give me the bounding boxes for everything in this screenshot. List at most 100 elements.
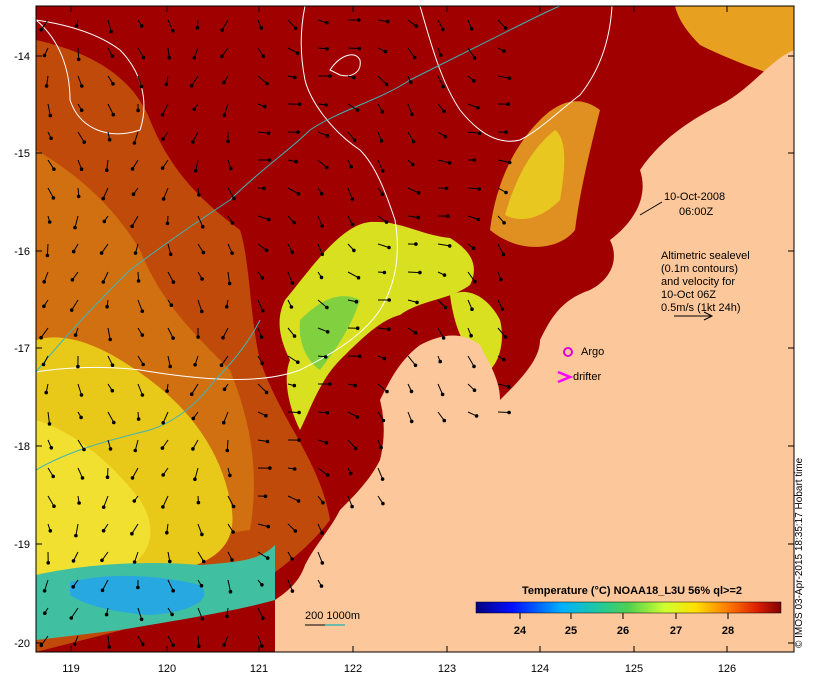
velocity-arrow-head xyxy=(379,445,383,450)
velocity-arrow xyxy=(377,75,387,85)
velocity-arrow-head xyxy=(111,112,116,117)
velocity-arrow-head xyxy=(221,420,226,425)
velocity-arrow-head xyxy=(167,55,172,60)
velocity-arrow-head xyxy=(385,389,389,394)
velocity-arrow xyxy=(107,103,114,115)
velocity-arrow-head xyxy=(418,270,422,275)
velocity-arrow-head xyxy=(414,24,419,28)
velocity-arrow xyxy=(47,103,51,116)
velocity-arrow-head xyxy=(161,197,166,201)
velocity-arrow xyxy=(407,355,416,366)
velocity-arrow xyxy=(257,299,264,312)
velocity-arrow xyxy=(347,439,357,449)
velocity-arrow xyxy=(162,411,169,424)
velocity-arrow xyxy=(287,495,299,502)
velocity-arrow xyxy=(221,355,229,366)
velocity-arrow-head xyxy=(443,134,448,139)
velocity-arrow-head xyxy=(409,389,414,394)
velocity-arrow xyxy=(107,635,110,648)
velocity-arrow-head xyxy=(476,105,480,110)
velocity-arrow-head xyxy=(292,220,296,225)
velocity-arrow-head xyxy=(161,473,165,477)
drifter-marker-icon xyxy=(557,370,574,384)
velocity-arrow-head xyxy=(231,504,236,509)
velocity-arrow-head xyxy=(102,219,107,224)
velocity-arrow-head xyxy=(438,53,443,57)
velocity-arrow-head xyxy=(415,300,419,305)
velocity-arrow-head xyxy=(43,611,47,616)
velocity-arrow-head xyxy=(74,24,79,28)
velocity-arrow xyxy=(437,327,445,339)
lat-axis: -14 -15 -16 -17 -18 -19 -20 xyxy=(14,51,794,650)
velocity-arrow-head xyxy=(79,415,83,420)
velocity-arrow xyxy=(197,299,203,312)
velocity-arrow xyxy=(47,495,55,507)
ne-shelf-yellow xyxy=(505,130,565,220)
velocity-arrow-head xyxy=(268,466,272,470)
velocity-arrow-head xyxy=(161,505,165,509)
velocity-arrow xyxy=(347,103,358,111)
velocity-arrow-head xyxy=(104,612,109,617)
velocity-arrow xyxy=(287,271,293,284)
velocity-arrow-head xyxy=(382,270,387,275)
velocity-arrow xyxy=(497,19,506,29)
velocity-arrow-head xyxy=(264,390,269,395)
velocity-arrow-head xyxy=(220,54,224,59)
velocity-arrow-head xyxy=(228,589,233,594)
velocity-arrow xyxy=(131,215,139,227)
velocity-arrow xyxy=(195,159,199,171)
velocity-arrow-head xyxy=(263,494,268,499)
velocity-arrow-head xyxy=(350,197,355,201)
velocity-arrow xyxy=(317,299,328,308)
velocity-arrow xyxy=(437,243,450,247)
velocity-arrow-head xyxy=(352,75,356,80)
velocity-arrow-head xyxy=(320,252,325,257)
velocity-arrow-head xyxy=(39,28,44,32)
lon-tick-label: 123 xyxy=(438,663,456,675)
velocity-arrow-head xyxy=(260,583,264,587)
colorbar-tick-label: 26 xyxy=(617,625,629,637)
velocity-arrow-head xyxy=(140,393,145,397)
legend-line: and velocity for xyxy=(661,276,735,288)
velocity-arrow xyxy=(317,243,323,255)
velocity-arrow xyxy=(287,355,299,363)
velocity-arrow-head xyxy=(383,49,388,54)
velocity-arrow-head xyxy=(201,559,206,564)
velocity-arrow-head xyxy=(225,448,230,453)
velocity-arrow xyxy=(137,47,144,58)
velocity-arrow-head xyxy=(231,530,235,534)
velocity-arrow-head xyxy=(160,166,165,170)
velocity-arrow-head xyxy=(79,393,84,397)
velocity-arrow-head xyxy=(290,281,295,285)
velocity-arrow-head xyxy=(292,383,297,388)
velocity-arrow xyxy=(467,355,475,367)
legend-line: 0.5m/s (1kt 24h) xyxy=(661,302,740,314)
velocity-arrow-head xyxy=(386,19,390,24)
velocity-arrow xyxy=(101,243,109,254)
velocity-arrow xyxy=(223,411,229,423)
velocity-arrow-head xyxy=(472,79,476,83)
velocity-arrow-head xyxy=(74,533,78,538)
velocity-arrow xyxy=(192,131,199,143)
velocity-arrow-head xyxy=(230,558,234,562)
velocity-arrow-head xyxy=(352,138,357,143)
velocity-arrow-head xyxy=(358,354,362,359)
velocity-arrow xyxy=(47,411,50,424)
velocity-arrow-head xyxy=(141,362,145,367)
velocity-arrow-head xyxy=(352,248,356,253)
velocity-arrow-head xyxy=(230,221,235,225)
velocity-arrow-head xyxy=(161,421,165,425)
velocity-arrow-head xyxy=(41,362,46,367)
velocity-arrow-head xyxy=(297,410,301,415)
velocity-arrow xyxy=(407,187,419,194)
velocity-arrow-head xyxy=(99,251,104,255)
velocity-arrow-head xyxy=(72,642,77,647)
velocity-arrow xyxy=(287,47,298,54)
velocity-arrow-head xyxy=(170,612,174,617)
velocity-arrow xyxy=(40,19,49,31)
velocity-arrow-head xyxy=(221,335,225,340)
velocity-arrow-head xyxy=(200,532,204,537)
velocity-arrow-head xyxy=(441,27,445,32)
velocity-arrow-head xyxy=(469,27,474,31)
lat-tick-label: -14 xyxy=(14,51,30,63)
